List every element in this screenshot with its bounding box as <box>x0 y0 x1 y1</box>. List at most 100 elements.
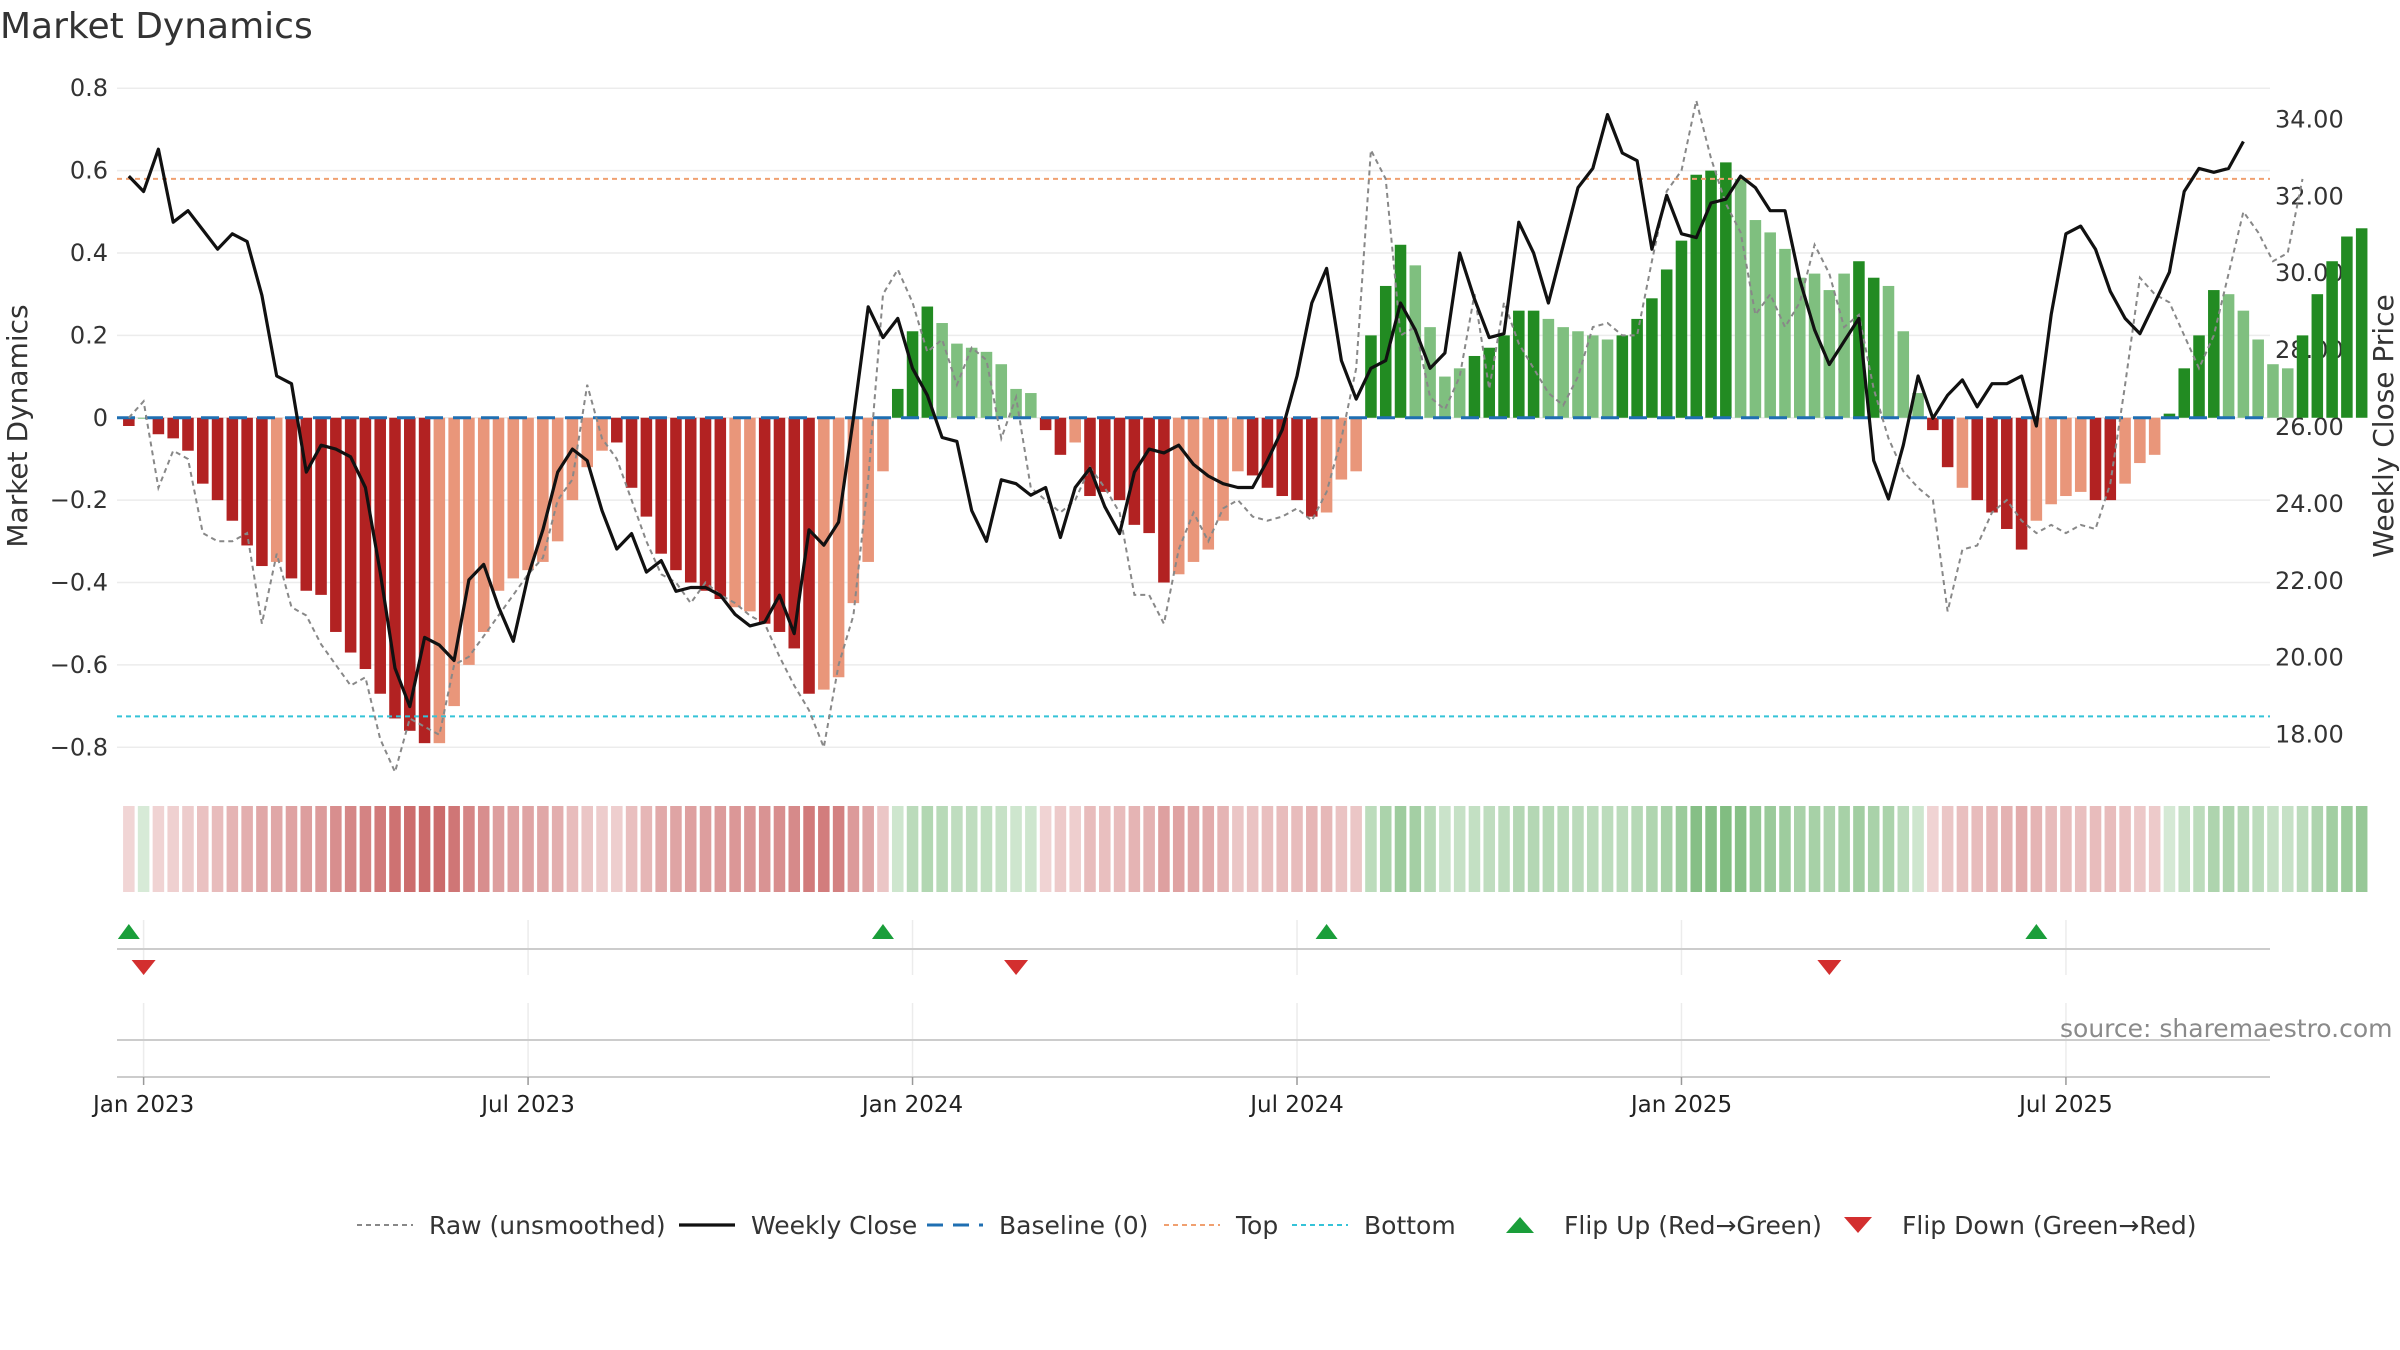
heat-cell <box>1187 806 1200 892</box>
heat-cell <box>123 806 135 892</box>
heat-cell <box>1705 806 1717 892</box>
heat-cell <box>167 806 179 892</box>
heat-cell <box>1764 806 1776 892</box>
heat-cell <box>1025 806 1037 892</box>
bar <box>1971 417 1983 501</box>
heat-cell <box>788 806 801 892</box>
heat-cell <box>773 806 786 892</box>
y2-tick-label: 24.00 <box>2275 490 2344 518</box>
heat-cell <box>670 806 682 892</box>
bar <box>404 417 416 731</box>
bar <box>1320 417 1333 513</box>
chart-title: Market Dynamics <box>0 6 313 47</box>
y-tick-label: 0.2 <box>70 321 108 349</box>
heat-cell <box>2001 806 2013 892</box>
bar <box>640 417 653 517</box>
bar <box>611 417 623 443</box>
bar <box>1616 335 1629 418</box>
heat-cell <box>877 806 889 892</box>
heat-cell <box>2267 806 2279 892</box>
heat-cell <box>477 806 490 892</box>
bar <box>433 417 446 744</box>
y2-tick-label: 18.00 <box>2275 721 2344 749</box>
bar <box>256 417 268 567</box>
heat-cell <box>2193 806 2205 892</box>
heat-cell <box>1453 806 1466 892</box>
bar <box>980 351 993 418</box>
bar <box>1498 335 1510 418</box>
heat-cell <box>2148 806 2161 892</box>
bar <box>1808 273 1821 418</box>
bar <box>211 417 224 501</box>
heat-cell <box>256 806 268 892</box>
heat-cell <box>2208 806 2220 892</box>
heat-cell <box>2060 806 2072 892</box>
bar <box>1690 174 1703 418</box>
bar <box>1202 417 1215 550</box>
bar <box>906 331 919 418</box>
bar <box>891 388 904 418</box>
bar <box>1572 331 1584 418</box>
heat-cell <box>832 806 845 892</box>
bar <box>1513 310 1525 418</box>
bar <box>2222 294 2235 418</box>
heat-cell <box>211 806 224 892</box>
heat-cell <box>241 806 253 892</box>
heat-cell <box>2178 806 2191 892</box>
heat-cell <box>1794 806 1806 892</box>
heat-cell <box>1941 806 1954 892</box>
bar <box>758 417 771 624</box>
heat-cell <box>1971 806 1983 892</box>
y-axis-label: Market Dynamics <box>1 304 34 547</box>
heat-cell <box>1749 806 1762 892</box>
bar <box>167 417 179 439</box>
heat-cell <box>522 806 534 892</box>
bar <box>2148 417 2161 455</box>
heat-cell <box>433 806 446 892</box>
bar <box>921 306 934 418</box>
bar <box>1439 376 1451 418</box>
bar <box>300 417 313 591</box>
heat-cell <box>196 806 209 892</box>
y-tick-label: 0.8 <box>70 74 108 102</box>
y-tick-label: −0.6 <box>50 651 108 679</box>
heat-cell <box>1291 806 1303 892</box>
heat-cell <box>655 806 667 892</box>
bar <box>1172 417 1185 575</box>
bar <box>581 417 593 468</box>
heat-cell <box>758 806 771 892</box>
source-credit: source: sharemaestro.com <box>2060 1014 2393 1043</box>
bar <box>1867 277 1880 418</box>
bar <box>699 417 712 591</box>
bar <box>1601 339 1614 418</box>
bar <box>1660 269 1673 418</box>
legend-label: Bottom <box>1364 1210 1456 1240</box>
legend-item-raw: Raw (unsmoothed) <box>355 1205 666 1245</box>
flip-up-marker <box>1315 924 1338 939</box>
heat-cell <box>2237 806 2250 892</box>
heat-cell <box>1113 806 1126 892</box>
bar <box>847 417 860 604</box>
heat-cell <box>1867 806 1880 892</box>
bar <box>832 417 845 678</box>
flip-up-marker <box>871 924 894 939</box>
bar <box>123 417 135 426</box>
heat-cell <box>2341 806 2353 892</box>
heat-cell <box>1897 806 1910 892</box>
bar <box>270 417 283 562</box>
bar <box>2267 364 2279 418</box>
bar <box>1631 318 1643 418</box>
heat-cell <box>1572 806 1584 892</box>
heat-cell <box>2074 806 2087 892</box>
y2-tick-label: 34.00 <box>2275 105 2344 133</box>
bar <box>1838 273 1850 418</box>
heat-cell <box>980 806 993 892</box>
heat-cell <box>1010 806 1022 892</box>
bar <box>1986 417 1998 513</box>
bar <box>2074 417 2087 492</box>
heat-cell <box>2252 806 2264 892</box>
heat-cell <box>1379 806 1392 892</box>
heat-cell <box>625 806 638 892</box>
